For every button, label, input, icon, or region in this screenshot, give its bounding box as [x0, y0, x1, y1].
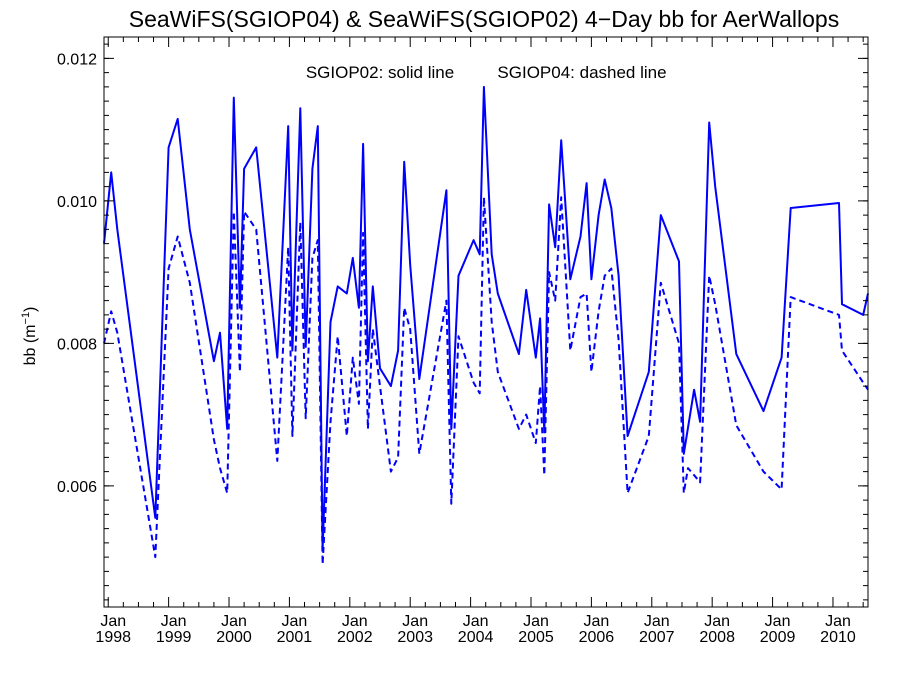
x-tick-month-label: Jan	[221, 613, 247, 630]
x-tick-month-label: Jan	[765, 613, 791, 630]
y-tick-label: 0.012	[57, 51, 97, 68]
series-line-sgiop04	[103, 196, 869, 566]
x-tick-month-label: Jan	[342, 613, 368, 630]
y-axis-label-text: bb (m	[22, 324, 39, 365]
x-tick-month-label: Jan	[523, 613, 549, 630]
legend-dashed-note: SGIOP04: dashed line	[497, 63, 666, 82]
chart-marks: 0.0060.0080.0100.012Jan1998Jan1999Jan200…	[57, 37, 869, 646]
y-tick-label: 0.008	[57, 336, 97, 353]
x-tick-year-label: 2005	[518, 629, 554, 646]
x-tick-year-label: 2002	[337, 629, 373, 646]
y-axis-label-exponent: −1	[20, 312, 32, 325]
y-axis-label: bb (m−1)	[20, 307, 39, 366]
x-tick-year-label: 2001	[277, 629, 313, 646]
x-tick-month-label: Jan	[100, 613, 126, 630]
x-tick-month-label: Jan	[704, 613, 730, 630]
x-tick-year-label: 1998	[95, 629, 131, 646]
series-line-sgiop02	[103, 85, 869, 551]
x-tick-year-label: 2007	[639, 629, 675, 646]
x-tick-month-label: Jan	[644, 613, 670, 630]
plot-frame	[103, 36, 869, 608]
x-tick-month-label: Jan	[463, 613, 489, 630]
x-tick-year-label: 2003	[397, 629, 433, 646]
x-tick-year-label: 2006	[579, 629, 615, 646]
y-tick-label: 0.010	[57, 194, 97, 211]
x-tick-month-label: Jan	[402, 613, 428, 630]
x-tick-month-label: Jan	[161, 613, 187, 630]
y-tick-label: 0.006	[57, 479, 97, 496]
y-axis-label-close: )	[22, 307, 39, 312]
x-tick-month-label: Jan	[583, 613, 609, 630]
x-tick-month-label: Jan	[282, 613, 308, 630]
x-tick-month-label: Jan	[825, 613, 851, 630]
x-tick-year-label: 2000	[216, 629, 252, 646]
x-tick-year-label: 2004	[458, 629, 494, 646]
x-tick-year-label: 2009	[760, 629, 796, 646]
chart-title: SeaWiFS(SGIOP04) & SeaWiFS(SGIOP02) 4−Da…	[129, 6, 839, 32]
x-tick-year-label: 2010	[820, 629, 856, 646]
legend-solid-note: SGIOP02: solid line	[306, 63, 454, 82]
x-tick-year-label: 2008	[699, 629, 735, 646]
x-tick-year-label: 1999	[156, 629, 192, 646]
